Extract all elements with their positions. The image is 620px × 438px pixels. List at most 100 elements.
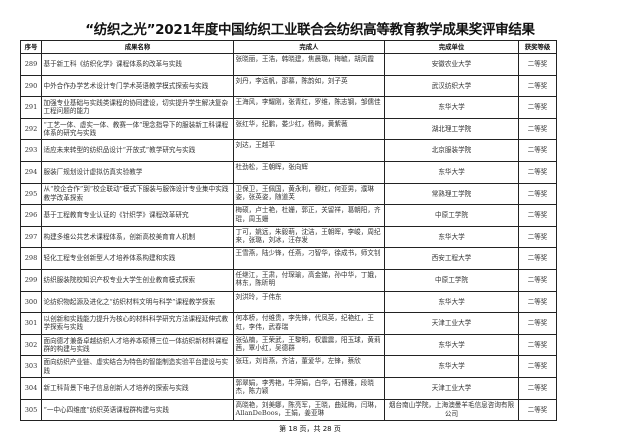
seq-cell: 302 — [20, 333, 42, 357]
persons-cell: 丁可，姚远，朱毅萌，沈洁，王朝晖，李峻，周纪来，张璐，刘冰，汪存发 — [233, 225, 385, 249]
unit-cell: 天津工业大学 — [384, 312, 519, 335]
title-cell: 从“校企合作”到“校企联动”模式下服装与服饰设计专业集中实践教学改革探索 — [41, 182, 234, 206]
award-cell: 二等奖 — [518, 160, 557, 184]
unit-cell: 东华大学 — [384, 96, 519, 119]
unit-cell: 东华大学 — [384, 333, 519, 357]
award-cell: 二等奖 — [518, 312, 557, 335]
seq-cell: 290 — [20, 74, 42, 98]
award-cell: 二等奖 — [518, 117, 557, 141]
title-cell: 纺织服装院校知识产权专业大学生创业教育模式探索 — [41, 268, 234, 292]
persons-cell: 刘丹，李远帆，邵慕，陈韵如，刘子英 — [233, 74, 385, 98]
title-cell: 新工科背景下电子信息创新人才培养的探索与实践 — [41, 376, 234, 400]
unit-cell: 东华大学 — [384, 160, 519, 184]
table-row: 301 以创新和实践能力提升为核心的材料科学研究方法课程延伸式教学探索与实践 何本桥… — [20, 312, 557, 335]
seq-cell: 292 — [20, 117, 42, 141]
seq-cell: 291 — [20, 96, 42, 119]
unit-cell: 北京服装学院 — [384, 139, 519, 162]
table-row: 296 基于工程教育专业认证的《针织学》课程改革研究 梅硕，卢士艳，杜姗，郭正，关留… — [20, 204, 557, 227]
title-cell: 适应未来转型的纺织品设计“开放式”教学研究与实践 — [41, 139, 234, 162]
award-cell: 二等奖 — [518, 247, 557, 270]
table-row: 299 纺织服装院校知识产权专业大学生创业教育模式探索 任继江，王肃，付琛瑜，高金娣… — [20, 268, 557, 292]
unit-cell: 常熟理工学院 — [384, 182, 519, 206]
table-body: 289 基于新工科《纺织化学》课程体系的改革与实践 张晓丽，王浩，韩晓建，焦晨璐，梅… — [20, 53, 557, 422]
seq-cell: 298 — [20, 247, 42, 270]
table-row: 292 “工艺一体、虚实一体、教赛一体”理念指导下的服装新工科课程体系的研究与实践… — [20, 117, 557, 141]
persons-cell: 张晓丽，王浩，韩晓建，焦晨璐，梅毓，胡凤霞 — [233, 53, 385, 76]
table-row: 295 从“校企合作”到“校企联动”模式下服装与服饰设计专业集中实践教学改革探索卫… — [20, 182, 557, 206]
seq-cell: 296 — [20, 204, 42, 227]
title-cell: 基于新工科《纺织化学》课程体系的改革与实践 — [41, 53, 234, 76]
unit-cell: 天津工业大学 — [384, 376, 519, 400]
header-persons: 完成人 — [233, 40, 385, 54]
title-cell: 面向纺织产业链、虚实结合为特色的智能制造实验平台建设与实践 — [41, 355, 234, 378]
award-cell: 二等奖 — [518, 96, 557, 119]
unit-cell: 烟台南山学院，上海澳曼羊毛信息咨询有限公司 — [384, 398, 519, 422]
persons-cell: 张弘楠，王荣武，王黎明，权震震，阳玉球，黄莉茜，覃小红，吴德群 — [233, 333, 385, 357]
persons-cell: 张珏，刘肖燕，齐洁，董爱华，左锋，蔡欣 — [233, 355, 385, 378]
table-header-row: 序号 成果名称 完成人 完成单位 获奖等级 — [20, 40, 557, 54]
title-cell: 论纺织物起源及进化之“纺织材料文明与科学”课程教学探索 — [41, 290, 234, 314]
header-seq: 序号 — [20, 40, 42, 54]
seq-cell: 294 — [20, 160, 42, 184]
persons-cell: 梅硕，卢士艳，杜姗，郭正，关留祥，葛朝阳，齐琨，周玉姗 — [233, 204, 385, 227]
seq-cell: 289 — [20, 53, 42, 76]
persons-cell: 郭翠娟，李秀艳，牛萍娟，白华，石博雅，段晓杰，陈力颖 — [233, 376, 385, 400]
results-table: 序号 成果名称 完成人 完成单位 获奖等级 289 基于新工科《纺织化学》课程体系… — [20, 40, 557, 422]
title-cell: “工艺一体、虚实一体、教赛一体”理念指导下的服装新工科课程体系的研究与实践 — [41, 117, 234, 141]
persons-cell: 刘洪玲，于伟东 — [233, 290, 385, 314]
unit-cell: 武汉纺织大学 — [384, 74, 519, 98]
unit-cell: 东华大学 — [384, 355, 519, 378]
table-row: 289 基于新工科《纺织化学》课程体系的改革与实践 张晓丽，王浩，韩晓建，焦晨璐，梅… — [20, 53, 557, 76]
table-row: 298 轻化工程专业创新型人才培养体系构建和实践 王雪燕，陆少锋，任燕，刁智华，徐成… — [20, 247, 557, 270]
seq-cell: 299 — [20, 268, 42, 292]
award-cell: 二等奖 — [518, 398, 557, 422]
persons-cell: 刘达，王越平 — [233, 139, 385, 162]
award-cell: 二等奖 — [518, 139, 557, 162]
award-cell: 二等奖 — [518, 204, 557, 227]
seq-cell: 300 — [20, 290, 42, 314]
unit-cell: 西安工程大学 — [384, 247, 519, 270]
persons-cell: 王海风，李耀刚，张青红，罗维，陈志钢，邹儒佳 — [233, 96, 385, 119]
award-cell: 二等奖 — [518, 225, 557, 249]
seq-cell: 301 — [20, 312, 42, 335]
seq-cell: 305 — [20, 398, 42, 422]
table-row: 305 “一中心四维度”纺织英语课程群构建与实践 高晓艳，刘美娜，陈亮军，王晓，曲延… — [20, 398, 557, 422]
award-cell: 二等奖 — [518, 290, 557, 314]
persons-cell: 杜劲松，王朝晖，张向辉 — [233, 160, 385, 184]
persons-cell: 卫保卫，王佩国，黄永利，穆红，何亚男，濮琳姿，张英姿，随道芙 — [233, 182, 385, 206]
seq-cell: 295 — [20, 182, 42, 206]
title-cell: 面向德才兼备卓越纺织人才培养本硕博三位一体纺织新材料课程群的构建与实践 — [41, 333, 234, 357]
unit-cell: 中原工学院 — [384, 268, 519, 292]
persons-cell: 张红华，纪鹏，娄少红，杨梅，黄紫薇 — [233, 117, 385, 141]
title-cell: 中外合作办学艺术设计专门学术英语教学模式探索与实践 — [41, 74, 234, 98]
seq-cell: 304 — [20, 376, 42, 400]
title-cell: 构建多维公共艺术课程体系，创新高校美育育人机制 — [41, 225, 234, 249]
seq-cell: 293 — [20, 139, 42, 162]
award-cell: 二等奖 — [518, 268, 557, 292]
award-cell: 二等奖 — [518, 53, 557, 76]
header-unit: 完成单位 — [384, 40, 519, 54]
unit-cell: 湖北理工学院 — [384, 117, 519, 141]
title-cell: “一中心四维度”纺织英语课程群构建与实践 — [41, 398, 234, 422]
award-cell: 二等奖 — [518, 355, 557, 378]
title-cell: 基于工程教育专业认证的《针织学》课程改革研究 — [41, 204, 234, 227]
table-row: 290 中外合作办学艺术设计专门学术英语教学模式探索与实践 刘丹，李远帆，邵慕，陈韵… — [20, 74, 557, 98]
unit-cell: 东华大学 — [384, 290, 519, 314]
table-row: 304 新工科背景下电子信息创新人才培养的探索与实践 郭翠娟，李秀艳，牛萍娟，白华，… — [20, 376, 557, 400]
award-cell: 二等奖 — [518, 74, 557, 98]
table-row: 291 加强专业基础与实践类课程的协同建设，切实提升学生解决复杂工程问题的能力 王海… — [20, 96, 557, 119]
persons-cell: 任继江，王肃，付琛瑜，高金娣，孙中华，丁娥，林东，陈昕明 — [233, 268, 385, 292]
unit-cell: 中原工学院 — [384, 204, 519, 227]
header-title: 成果名称 — [41, 40, 234, 54]
seq-cell: 303 — [20, 355, 42, 378]
award-cell: 二等奖 — [518, 182, 557, 206]
table-row: 302 面向德才兼备卓越纺织人才培养本硕博三位一体纺织新材料课程群的构建与实践 张弘… — [20, 333, 557, 357]
award-cell: 二等奖 — [518, 376, 557, 400]
title-cell: 轻化工程专业创新型人才培养体系构建和实践 — [41, 247, 234, 270]
document-title: “纺织之光”2021年度中国纺织工业联合会纺织高等教育教学成果奖评审结果 — [85, 22, 535, 38]
persons-cell: 王雪燕，陆少锋，任燕，刁智华，徐成书，师文钊 — [233, 247, 385, 270]
unit-cell: 东华大学 — [384, 225, 519, 249]
award-cell: 二等奖 — [518, 333, 557, 357]
title-cell: 以创新和实践能力提升为核心的材料科学研究方法课程延伸式教学探索与实践 — [41, 312, 234, 335]
seq-cell: 297 — [20, 225, 42, 249]
